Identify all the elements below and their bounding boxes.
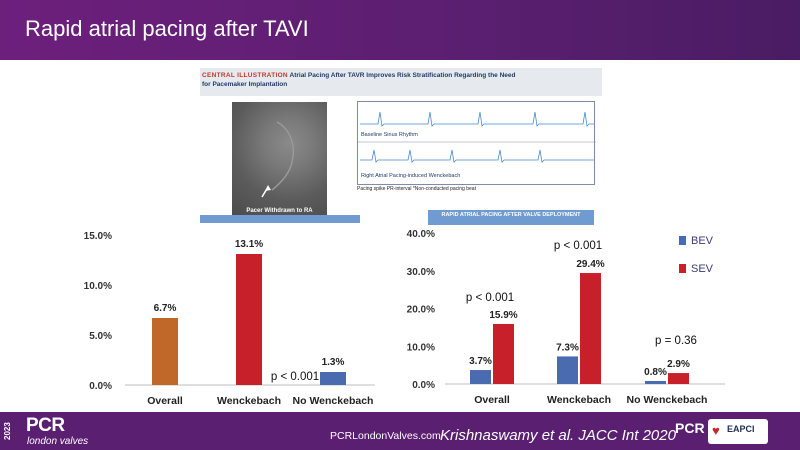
bar-sev	[668, 373, 689, 384]
category-label: Wenckebach	[547, 394, 611, 406]
p-value-annotation: p = 0.36	[655, 335, 697, 347]
left-banner	[200, 215, 360, 223]
fluoro-label: Pacer Withdrawn to RA	[246, 208, 313, 214]
data-label: 2.9%	[667, 359, 690, 370]
chart-left-svg: 0.0% 5.0% 10.0% 15.0% 6.7% Overall 13.1% Wencke…	[84, 231, 375, 407]
eapci-logo: ♥ EAPCI	[708, 419, 768, 444]
footer-url[interactable]: PCRLondonValves.com	[330, 430, 441, 442]
central-illustration-header: CENTRAL ILLUSTRATION Atrial Pacing After…	[200, 68, 602, 96]
legend-swatch	[679, 236, 686, 245]
y-tick-label: 40.0%	[407, 229, 435, 240]
eapci-label: EAPCI	[727, 424, 755, 434]
category-label: Overall	[147, 395, 183, 407]
bar-sev	[580, 273, 601, 384]
central-illustration-text-1: Atrial Pacing After TAVR Improves Risk S…	[289, 72, 516, 79]
data-label: 6.7%	[154, 303, 177, 314]
bar-bev	[645, 380, 666, 384]
category-label: Overall	[474, 394, 510, 406]
data-label: 13.1%	[235, 239, 263, 250]
category-label: No Wenckebach	[627, 394, 708, 406]
data-label: 3.7%	[469, 356, 492, 367]
y-tick-label: 0.0%	[89, 381, 112, 392]
legend-swatch	[679, 264, 686, 273]
bar-bev	[557, 356, 578, 384]
category-label: Wenckebach	[217, 395, 281, 407]
bar	[236, 254, 262, 385]
p-value-annotation: p < 0.001	[554, 240, 602, 252]
data-label: 7.3%	[556, 342, 579, 353]
chart-left: 0.0% 5.0% 10.0% 15.0% 6.7% Overall 13.1% Wencke…	[0, 225, 390, 410]
y-tick-label: 10.0%	[84, 281, 112, 292]
legend-label: BEV	[691, 235, 714, 247]
y-tick-label: 20.0%	[407, 305, 435, 316]
ecg-legend: Pacing spike PR-interval *Non-conducted …	[357, 186, 476, 192]
ecg-panel: Baseline Sinus Rhythm Right Atrial Pacin…	[357, 101, 596, 185]
y-tick-label: 30.0%	[407, 267, 435, 278]
y-tick-label: 10.0%	[407, 342, 435, 353]
legend-label: SEV	[691, 263, 714, 275]
slide-title: Rapid atrial pacing after TAVI	[25, 16, 309, 41]
data-label: 1.3%	[322, 357, 345, 368]
footer: 2023 PCR london valves PCRLondonValves.c…	[0, 412, 800, 450]
p-value-annotation: p < 0.001	[466, 292, 514, 304]
footer-pcr-badge: PCR	[675, 420, 705, 436]
footer-brand-sub: london valves	[27, 436, 89, 447]
ecg-label-baseline: Baseline Sinus Rhythm	[361, 132, 418, 138]
footer-citation: Krishnaswamy et al. JACC Int 2020	[440, 427, 676, 444]
footer-brand: PCR	[26, 415, 65, 436]
right-banner: RAPID ATRIAL PACING AFTER VALVE DEPLOYME…	[428, 210, 594, 225]
fluoroscopy-graphic	[261, 121, 294, 198]
y-tick-label: 15.0%	[84, 231, 112, 242]
ecg-label-pacing: Right Atrial Pacing-induced Wenckebach	[361, 173, 461, 179]
central-illustration: CENTRAL ILLUSTRATION Atrial Pacing After…	[200, 68, 602, 220]
p-value-annotation: p < 0.001	[271, 371, 319, 383]
data-label: 0.8%	[644, 367, 667, 378]
central-illustration-label: CENTRAL ILLUSTRATION	[202, 72, 288, 79]
category-label: No Wenckebach	[293, 395, 374, 407]
chart-right-svg: 0.0% 10.0% 20.0% 30.0% 40.0% 3.7% 15.9% Overall…	[407, 229, 725, 406]
data-label: 15.9%	[489, 310, 517, 321]
data-label: 29.4%	[576, 259, 604, 270]
footer-year: 2023	[3, 422, 12, 440]
bar-sev	[493, 323, 514, 384]
fluoroscopy-image: Pacer Withdrawn to RA	[232, 102, 327, 220]
title-bar: Rapid atrial pacing after TAVI	[0, 0, 800, 60]
bar	[152, 318, 178, 385]
y-tick-label: 5.0%	[89, 331, 112, 342]
bar-bev	[470, 370, 491, 384]
bar	[320, 372, 346, 385]
y-tick-label: 0.0%	[412, 380, 435, 391]
heart-icon: ♥	[712, 423, 720, 438]
central-illustration-text-2: for Pacemaker Implantation	[202, 81, 288, 88]
chart-right: 0.0% 10.0% 20.0% 30.0% 40.0% 3.7% 15.9% Overall…	[395, 225, 795, 410]
ecg-traces	[358, 111, 596, 163]
